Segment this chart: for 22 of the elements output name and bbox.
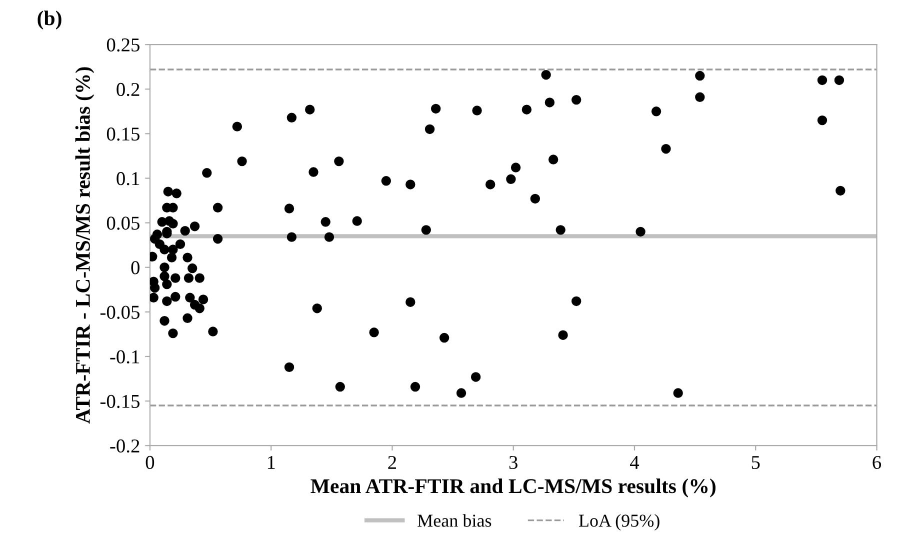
- x-tick-label: 3: [509, 456, 518, 470]
- y-tick-label: -0.2: [110, 439, 140, 453]
- y-tick-label: -0.15: [100, 394, 140, 408]
- chart-title: (b): [38, 10, 62, 30]
- x-tick-label: 6: [872, 456, 882, 470]
- y-tick-label: 0.25: [106, 38, 140, 52]
- x-axis-title: Mean ATR-FTIR and LC-MS/MS results (%): [310, 478, 716, 498]
- y-tick-label: 0.05: [106, 216, 140, 230]
- x-tick-label: 4: [630, 456, 640, 469]
- legend-label: LoA (95%): [578, 514, 660, 530]
- y-tick-label: -0.1: [110, 350, 140, 364]
- y-tick-label: 0.1: [116, 172, 140, 186]
- x-tick-label: 0: [146, 456, 154, 470]
- y-tick-label: 0.15: [106, 127, 140, 141]
- y-tick-label: 0.2: [116, 82, 140, 96]
- x-tick-label: 1: [268, 456, 275, 469]
- y-axis-title: ATR-FTIR - LC-MS/MS result bias (%): [75, 67, 94, 424]
- x-tick-label: 5: [752, 456, 760, 470]
- x-tick-label: 2: [388, 456, 396, 469]
- legend-label: Mean bias: [418, 514, 492, 527]
- y-tick-label: -0.05: [100, 306, 140, 319]
- y-tick-label: 0: [131, 261, 140, 274]
